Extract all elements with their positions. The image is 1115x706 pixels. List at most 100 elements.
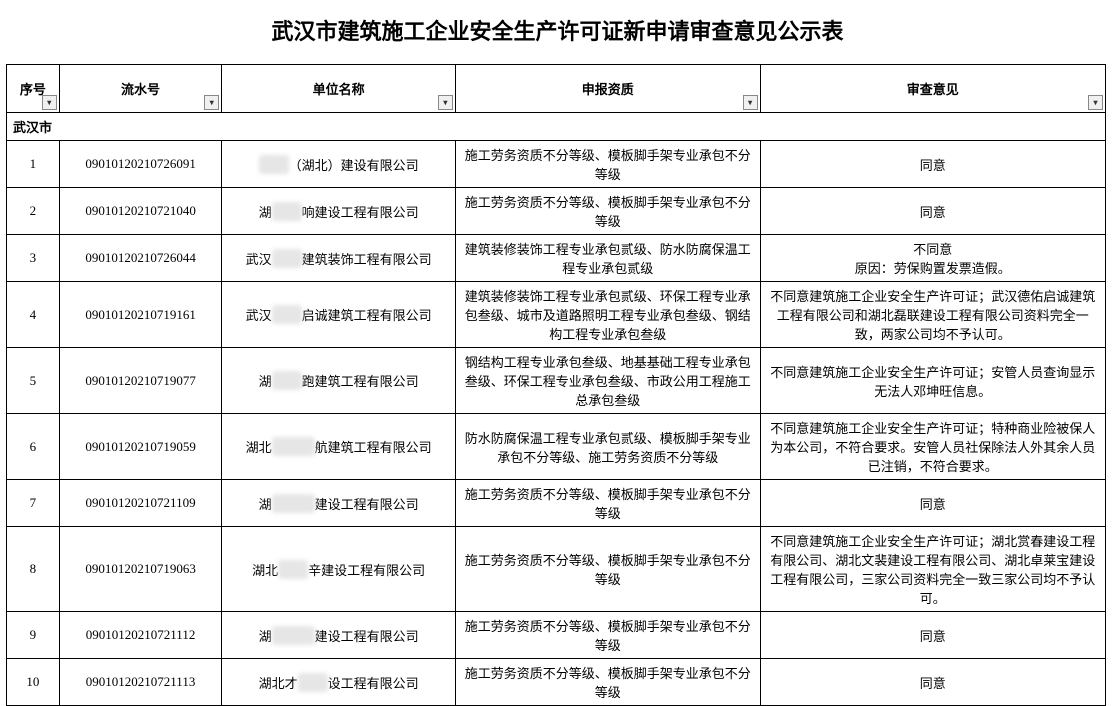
company-post: 辛建设工程有限公司: [308, 563, 425, 578]
page-title: 武汉市建筑施工企业安全生产许可证新申请审查意见公示表: [0, 0, 1115, 64]
header-qual: 申报资质 ▾: [455, 65, 760, 113]
redacted-text: 〇〇: [272, 202, 302, 221]
cell-company: 武汉〇〇启诚建筑工程有限公司: [222, 282, 456, 348]
cell-serial: 09010120210721113: [59, 659, 222, 706]
header-row: 序号 ▾ 流水号 ▾ 单位名称 ▾ 申报资质 ▾ 审查意见 ▾: [7, 65, 1106, 113]
cell-opinion: 不同意建筑施工企业安全生产许可证；特种商业险被保人为本公司，不符合要求。安管人员…: [760, 414, 1105, 480]
cell-company: 湖北才〇〇设工程有限公司: [222, 659, 456, 706]
cell-company: 湖北〇〇辛建设工程有限公司: [222, 527, 456, 612]
redacted-text: 〇〇: [272, 249, 302, 268]
table-row: 609010120210719059湖北〇〇〇航建筑工程有限公司防水防腐保温工程…: [7, 414, 1106, 480]
cell-qual: 施工劳务资质不分等级、模板脚手架专业承包不分等级: [455, 612, 760, 659]
cell-opinion: 同意: [760, 480, 1105, 527]
cell-seq: 1: [7, 141, 60, 188]
cell-opinion: 同意: [760, 188, 1105, 235]
filter-icon[interactable]: ▾: [743, 95, 758, 110]
company-pre: 武汉: [246, 252, 272, 267]
cell-seq: 5: [7, 348, 60, 414]
cell-qual: 施工劳务资质不分等级、模板脚手架专业承包不分等级: [455, 659, 760, 706]
cell-company: 武汉〇〇建筑装饰工程有限公司: [222, 235, 456, 282]
table-row: 309010120210726044武汉〇〇建筑装饰工程有限公司建筑装修装饰工程…: [7, 235, 1106, 282]
table-row: 909010120210721112湖〇〇〇建设工程有限公司施工劳务资质不分等级…: [7, 612, 1106, 659]
header-company-label: 单位名称: [313, 82, 365, 97]
table-row: 809010120210719063湖北〇〇辛建设工程有限公司施工劳务资质不分等…: [7, 527, 1106, 612]
header-seq: 序号 ▾: [7, 65, 60, 113]
company-post: 启诚建筑工程有限公司: [302, 308, 432, 323]
company-post: 航建筑工程有限公司: [315, 440, 432, 455]
redacted-text: 〇〇: [278, 560, 308, 579]
header-opinion-label: 审查意见: [907, 82, 959, 97]
table-body: 武汉市 109010120210726091〇〇（湖北）建设有限公司施工劳务资质…: [7, 113, 1106, 706]
company-pre: 湖: [259, 497, 272, 512]
cell-seq: 2: [7, 188, 60, 235]
filter-icon[interactable]: ▾: [204, 95, 219, 110]
header-serial: 流水号 ▾: [59, 65, 222, 113]
cell-serial: 09010120210726091: [59, 141, 222, 188]
cell-qual: 建筑装修装饰工程专业承包贰级、防水防腐保温工程专业承包贰级: [455, 235, 760, 282]
company-post: 建设工程有限公司: [315, 497, 419, 512]
cell-serial: 09010120210719077: [59, 348, 222, 414]
review-table: 序号 ▾ 流水号 ▾ 单位名称 ▾ 申报资质 ▾ 审查意见 ▾ 武汉市: [6, 64, 1106, 706]
cell-seq: 7: [7, 480, 60, 527]
company-pre: 湖: [259, 629, 272, 644]
cell-serial: 09010120210719063: [59, 527, 222, 612]
cell-company: 湖〇〇〇建设工程有限公司: [222, 612, 456, 659]
filter-icon[interactable]: ▾: [42, 95, 57, 110]
cell-serial: 09010120210719161: [59, 282, 222, 348]
cell-company: 〇〇（湖北）建设有限公司: [222, 141, 456, 188]
cell-seq: 3: [7, 235, 60, 282]
company-post: （湖北）建设有限公司: [289, 158, 419, 173]
table-row: 1009010120210721113湖北才〇〇设工程有限公司施工劳务资质不分等…: [7, 659, 1106, 706]
cell-opinion: 不同意建筑施工企业安全生产许可证；安管人员查询显示无法人邓坤旺信息。: [760, 348, 1105, 414]
cell-company: 湖〇〇跑建筑工程有限公司: [222, 348, 456, 414]
table-row: 409010120210719161武汉〇〇启诚建筑工程有限公司建筑装修装饰工程…: [7, 282, 1106, 348]
company-post: 设工程有限公司: [328, 676, 419, 691]
cell-opinion: 不同意建筑施工企业安全生产许可证；武汉德佑启诚建筑工程有限公司和湖北磊联建设工程…: [760, 282, 1105, 348]
cell-opinion: 同意: [760, 141, 1105, 188]
company-post: 跑建筑工程有限公司: [302, 374, 419, 389]
cell-serial: 09010120210719059: [59, 414, 222, 480]
redacted-text: 〇〇〇: [272, 437, 315, 456]
table-row: 709010120210721109湖〇〇〇建设工程有限公司施工劳务资质不分等级…: [7, 480, 1106, 527]
cell-qual: 施工劳务资质不分等级、模板脚手架专业承包不分等级: [455, 141, 760, 188]
cell-seq: 10: [7, 659, 60, 706]
company-post: 建筑装饰工程有限公司: [302, 252, 432, 267]
table-row: 509010120210719077湖〇〇跑建筑工程有限公司钢结构工程专业承包叁…: [7, 348, 1106, 414]
filter-icon[interactable]: ▾: [438, 95, 453, 110]
cell-seq: 6: [7, 414, 60, 480]
header-qual-label: 申报资质: [582, 82, 634, 97]
cell-company: 湖〇〇响建设工程有限公司: [222, 188, 456, 235]
company-post: 建设工程有限公司: [315, 629, 419, 644]
group-row: 武汉市: [7, 113, 1106, 141]
cell-company: 湖〇〇〇建设工程有限公司: [222, 480, 456, 527]
redacted-text: 〇〇〇: [272, 494, 315, 513]
cell-seq: 8: [7, 527, 60, 612]
cell-opinion: 同意: [760, 659, 1105, 706]
redacted-text: 〇〇: [272, 371, 302, 390]
company-pre: 湖北: [252, 563, 278, 578]
table-row: 209010120210721040湖〇〇响建设工程有限公司施工劳务资质不分等级…: [7, 188, 1106, 235]
header-serial-label: 流水号: [121, 82, 160, 97]
redacted-text: 〇〇: [272, 305, 302, 324]
redacted-text: 〇〇: [259, 155, 289, 174]
cell-serial: 09010120210726044: [59, 235, 222, 282]
cell-qual: 钢结构工程专业承包叁级、地基基础工程专业承包叁级、环保工程专业承包叁级、市政公用…: [455, 348, 760, 414]
cell-opinion: 不同意 原因：劳保购置发票造假。: [760, 235, 1105, 282]
cell-opinion: 不同意建筑施工企业安全生产许可证；湖北赏春建设工程有限公司、湖北文裴建设工程有限…: [760, 527, 1105, 612]
cell-company: 湖北〇〇〇航建筑工程有限公司: [222, 414, 456, 480]
cell-serial: 09010120210721112: [59, 612, 222, 659]
cell-qual: 施工劳务资质不分等级、模板脚手架专业承包不分等级: [455, 527, 760, 612]
redacted-text: 〇〇〇: [272, 626, 315, 645]
header-opinion: 审查意见 ▾: [760, 65, 1105, 113]
cell-qual: 施工劳务资质不分等级、模板脚手架专业承包不分等级: [455, 480, 760, 527]
table-row: 109010120210726091〇〇（湖北）建设有限公司施工劳务资质不分等级…: [7, 141, 1106, 188]
company-pre: 湖: [259, 205, 272, 220]
company-pre: 湖北: [246, 440, 272, 455]
cell-opinion: 同意: [760, 612, 1105, 659]
cell-qual: 建筑装修装饰工程专业承包贰级、环保工程专业承包叁级、城市及道路照明工程专业承包叁…: [455, 282, 760, 348]
filter-icon[interactable]: ▾: [1088, 95, 1103, 110]
cell-serial: 09010120210721040: [59, 188, 222, 235]
cell-qual: 防水防腐保温工程专业承包贰级、模板脚手架专业承包不分等级、施工劳务资质不分等级: [455, 414, 760, 480]
group-label: 武汉市: [7, 113, 1106, 141]
header-company: 单位名称 ▾: [222, 65, 456, 113]
